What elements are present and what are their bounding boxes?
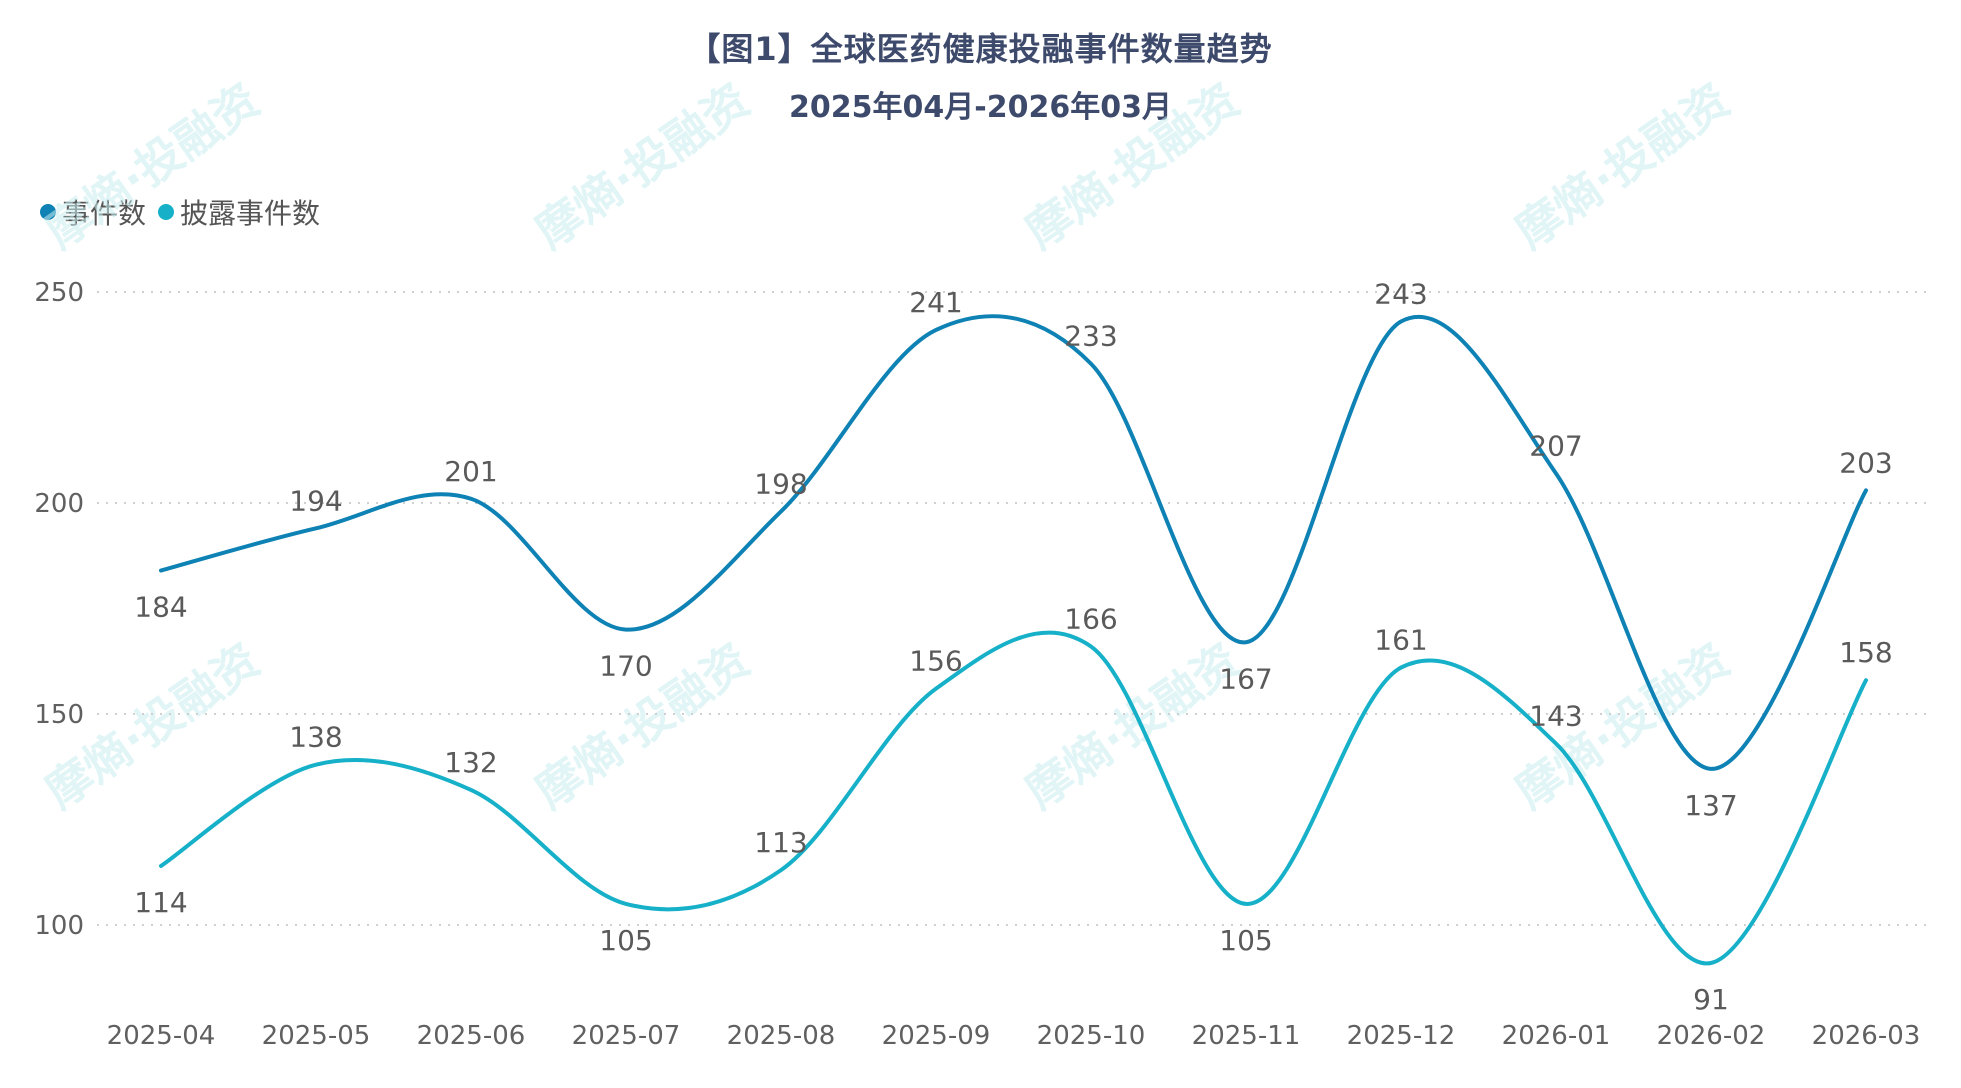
data-label: 167 xyxy=(1219,662,1272,695)
data-label: 132 xyxy=(444,746,497,779)
x-tick-label: 2025-11 xyxy=(1192,1021,1301,1051)
y-tick-label: 200 xyxy=(34,489,84,519)
data-label: 114 xyxy=(134,886,187,919)
y-tick-label: 100 xyxy=(34,911,84,941)
data-labels: 184 194 201 170 198 241 233 167 243 207 137 203 114 1… xyxy=(134,278,1892,1016)
data-label: 113 xyxy=(754,826,807,859)
data-label: 91 xyxy=(1693,983,1729,1016)
data-label: 201 xyxy=(444,455,497,488)
x-tick-label: 2025-04 xyxy=(107,1021,216,1051)
x-tick-label: 2026-01 xyxy=(1502,1021,1611,1051)
x-tick-label: 2025-06 xyxy=(417,1021,526,1051)
y-axis: 100 150 200 250 xyxy=(34,278,84,941)
x-tick-label: 2026-03 xyxy=(1812,1021,1921,1051)
data-label: 161 xyxy=(1374,624,1427,657)
watermark-text: 摩熵·投融资 xyxy=(1015,73,1249,259)
x-tick-label: 2025-12 xyxy=(1347,1021,1456,1051)
chart-subtitle: 2025年04月-2026年03月 xyxy=(789,90,1172,125)
data-label: 158 xyxy=(1839,636,1892,669)
legend-label: 事件数 xyxy=(62,197,147,230)
series-lines xyxy=(159,314,1868,966)
legend-dot-icon xyxy=(40,204,56,220)
x-tick-label: 2025-07 xyxy=(572,1021,681,1051)
watermark-text: 摩熵·投融资 xyxy=(35,73,269,259)
watermark-text: 摩熵·投融资 xyxy=(1015,633,1249,819)
x-tick-label: 2026-02 xyxy=(1657,1021,1766,1051)
series-line-events[interactable] xyxy=(159,314,1868,771)
chart-title: 【图1】全球医药健康投融事件数量趋势 xyxy=(688,30,1273,68)
series-line-disclosed[interactable] xyxy=(159,630,1868,966)
x-tick-label: 2025-05 xyxy=(262,1021,371,1051)
x-tick-label: 2025-10 xyxy=(1037,1021,1146,1051)
data-label: 156 xyxy=(909,645,962,678)
data-label: 207 xyxy=(1529,429,1582,462)
legend-dot-icon xyxy=(158,204,175,220)
data-label: 170 xyxy=(599,650,652,683)
data-label: 143 xyxy=(1529,700,1582,733)
data-label: 138 xyxy=(289,721,342,754)
data-label: 233 xyxy=(1064,320,1117,353)
data-label: 241 xyxy=(909,286,962,319)
gridlines xyxy=(97,291,1927,926)
data-label: 105 xyxy=(1219,924,1272,957)
chart-legend: 事件数 披露事件数 xyxy=(40,192,332,232)
legend-item-events[interactable]: 事件数 xyxy=(40,192,146,232)
x-tick-label: 2025-09 xyxy=(882,1021,991,1051)
data-label: 243 xyxy=(1374,278,1427,311)
legend-item-disclosed-events[interactable]: 披露事件数 xyxy=(158,192,320,232)
x-axis: 2025-04 2025-05 2025-06 2025-07 2025-08 2025-… xyxy=(107,1021,1921,1051)
data-label: 166 xyxy=(1064,602,1117,635)
y-tick-label: 150 xyxy=(34,700,84,730)
data-label: 198 xyxy=(754,467,807,500)
x-tick-label: 2025-08 xyxy=(727,1021,836,1051)
data-label: 203 xyxy=(1839,446,1892,479)
watermark-text: 摩熵·投融资 xyxy=(1505,73,1739,259)
data-label: 105 xyxy=(599,924,652,957)
data-label: 194 xyxy=(289,484,342,517)
data-label: 184 xyxy=(134,591,187,624)
data-label: 137 xyxy=(1684,789,1737,822)
legend-label: 披露事件数 xyxy=(180,197,321,230)
watermark-text: 摩熵·投融资 xyxy=(525,73,759,259)
y-tick-label: 250 xyxy=(34,278,84,308)
